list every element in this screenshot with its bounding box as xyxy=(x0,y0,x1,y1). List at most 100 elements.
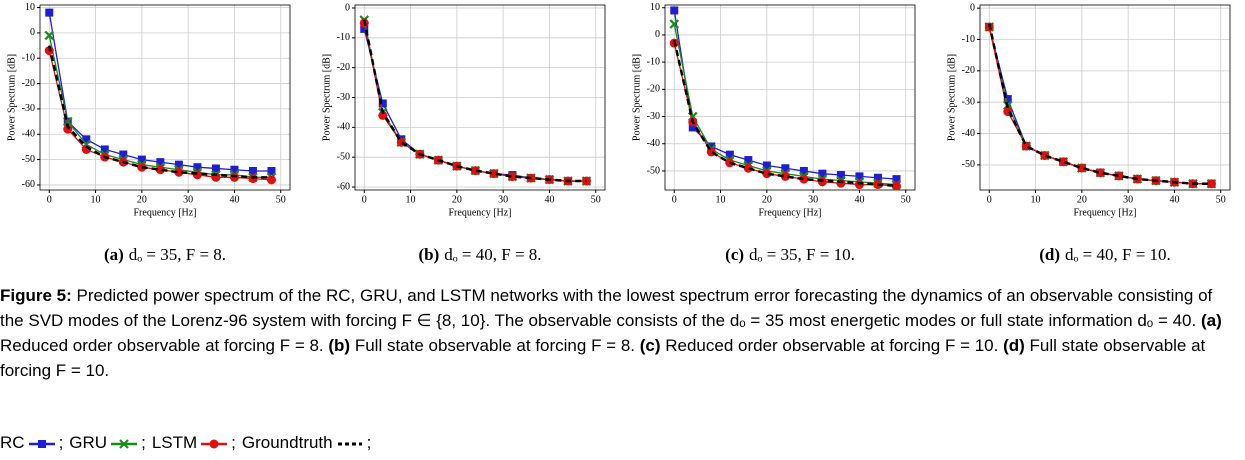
subcaption: (d) dₒ = 40, F = 10. xyxy=(1039,245,1171,264)
marker xyxy=(248,174,258,184)
x-axis-label: Frequency [Hz] xyxy=(1073,207,1136,218)
x-tick-label: 10 xyxy=(1031,194,1041,205)
caption-text: Full state observable at forcing F = 10. xyxy=(0,336,1206,380)
legend-label: RC xyxy=(0,433,25,452)
caption: Figure 5: Predicted power spectrum of th… xyxy=(0,283,1240,383)
series-line xyxy=(48,35,272,178)
x-tick-label: 20 xyxy=(1077,194,1087,205)
marker xyxy=(229,172,239,182)
series-line xyxy=(673,23,897,186)
x-tick-label: 0 xyxy=(672,194,677,205)
marker xyxy=(137,155,146,164)
caption-text: Reduced order observable at forcing F = … xyxy=(0,336,329,355)
marker xyxy=(780,171,790,181)
y-tick-label: -30 xyxy=(647,111,660,122)
marker xyxy=(892,175,901,184)
series-line xyxy=(988,26,1212,185)
y-tick-label: 0 xyxy=(345,2,350,13)
x-tick-label: 20 xyxy=(137,194,147,205)
marker xyxy=(44,30,55,41)
y-tick-label: -40 xyxy=(962,128,975,139)
x-tick-label: 50 xyxy=(276,194,286,205)
marker xyxy=(762,161,771,170)
marker xyxy=(378,99,387,108)
y-tick-label: -50 xyxy=(962,159,975,170)
subcaption: (b) dₒ = 40, F = 8. xyxy=(418,245,541,264)
legend-label: Groundtruth xyxy=(241,433,333,452)
figure: 0 10 20 30 40 50 -60 -50 -40 -30 -20 -10 0 10 Frequenc… xyxy=(6,2,1231,264)
marker xyxy=(209,439,219,449)
x-tick-label: 30 xyxy=(183,194,193,205)
x-axis-label: Frequency [Hz] xyxy=(133,207,196,218)
x-tick-label: 40 xyxy=(229,194,239,205)
marker xyxy=(174,160,183,169)
subcaption-label: (b) xyxy=(418,245,439,264)
legend-icon xyxy=(111,438,138,449)
x-tick-label: 50 xyxy=(1216,194,1226,205)
marker xyxy=(193,163,202,172)
marker xyxy=(873,173,882,182)
marker xyxy=(799,166,808,175)
caption-text: (c) xyxy=(639,336,661,355)
subcaption-text: dₒ = 40, F = 10. xyxy=(1065,245,1171,264)
marker xyxy=(211,164,220,173)
marker xyxy=(360,24,369,33)
subcaption-text: dₒ = 40, F = 8. xyxy=(444,245,541,264)
legend-icon xyxy=(28,439,55,448)
subcaption-label: (d) xyxy=(1039,245,1060,264)
x-tick-label: 0 xyxy=(47,194,52,205)
marker xyxy=(45,8,54,17)
x-tick-label: 40 xyxy=(854,194,864,205)
legend-icon xyxy=(337,442,362,446)
marker xyxy=(1058,157,1068,167)
marker xyxy=(1095,168,1105,178)
y-tick-label: -50 xyxy=(22,154,35,165)
marker xyxy=(817,177,827,187)
caption-text: Reduced order observable at forcing F = … xyxy=(660,336,1004,355)
subcaption-label: (c) xyxy=(725,245,744,264)
marker xyxy=(267,166,276,175)
legend-separator: ; xyxy=(231,433,236,452)
marker xyxy=(669,19,680,29)
marker xyxy=(378,110,388,120)
x-tick-label: 0 xyxy=(987,194,992,205)
x-tick-label: 0 xyxy=(362,194,367,205)
y-tick-label: 0 xyxy=(970,2,975,13)
series-line xyxy=(673,40,897,188)
marker xyxy=(891,181,901,191)
marker xyxy=(119,150,128,159)
marker xyxy=(670,6,679,15)
series-line xyxy=(363,28,587,182)
marker xyxy=(174,167,184,177)
marker xyxy=(155,165,165,175)
y-tick-label: -20 xyxy=(962,65,975,76)
marker xyxy=(743,163,753,173)
marker xyxy=(1114,171,1124,181)
marker xyxy=(1003,95,1012,104)
marker xyxy=(1077,163,1087,173)
caption-text: Predicted power spectrum of the RC, GRU,… xyxy=(0,286,1213,330)
y-tick-label: -30 xyxy=(22,103,35,114)
y-tick-label: -10 xyxy=(337,32,350,43)
caption-text: Full state observable at forcing F = 8. xyxy=(350,336,640,355)
series-line xyxy=(48,45,272,179)
marker xyxy=(156,158,165,167)
marker xyxy=(507,172,517,182)
y-tick-label: 0 xyxy=(655,29,660,40)
marker xyxy=(707,142,716,151)
marker xyxy=(1206,179,1216,189)
x-tick-label: 30 xyxy=(498,194,508,205)
x-axis-label: Frequency [Hz] xyxy=(758,207,821,218)
plot-frame xyxy=(979,4,1231,191)
marker xyxy=(470,166,480,176)
series-line xyxy=(988,23,1212,185)
marker xyxy=(836,171,845,180)
marker xyxy=(119,438,129,449)
y-tick-label: -10 xyxy=(647,56,660,67)
marker xyxy=(725,150,734,159)
x-tick-label: 40 xyxy=(1169,194,1179,205)
y-tick-label: -20 xyxy=(337,62,350,73)
legend-label: GRU xyxy=(69,433,108,452)
y-tick-label: -50 xyxy=(337,151,350,162)
y-tick-label: -20 xyxy=(22,78,35,89)
